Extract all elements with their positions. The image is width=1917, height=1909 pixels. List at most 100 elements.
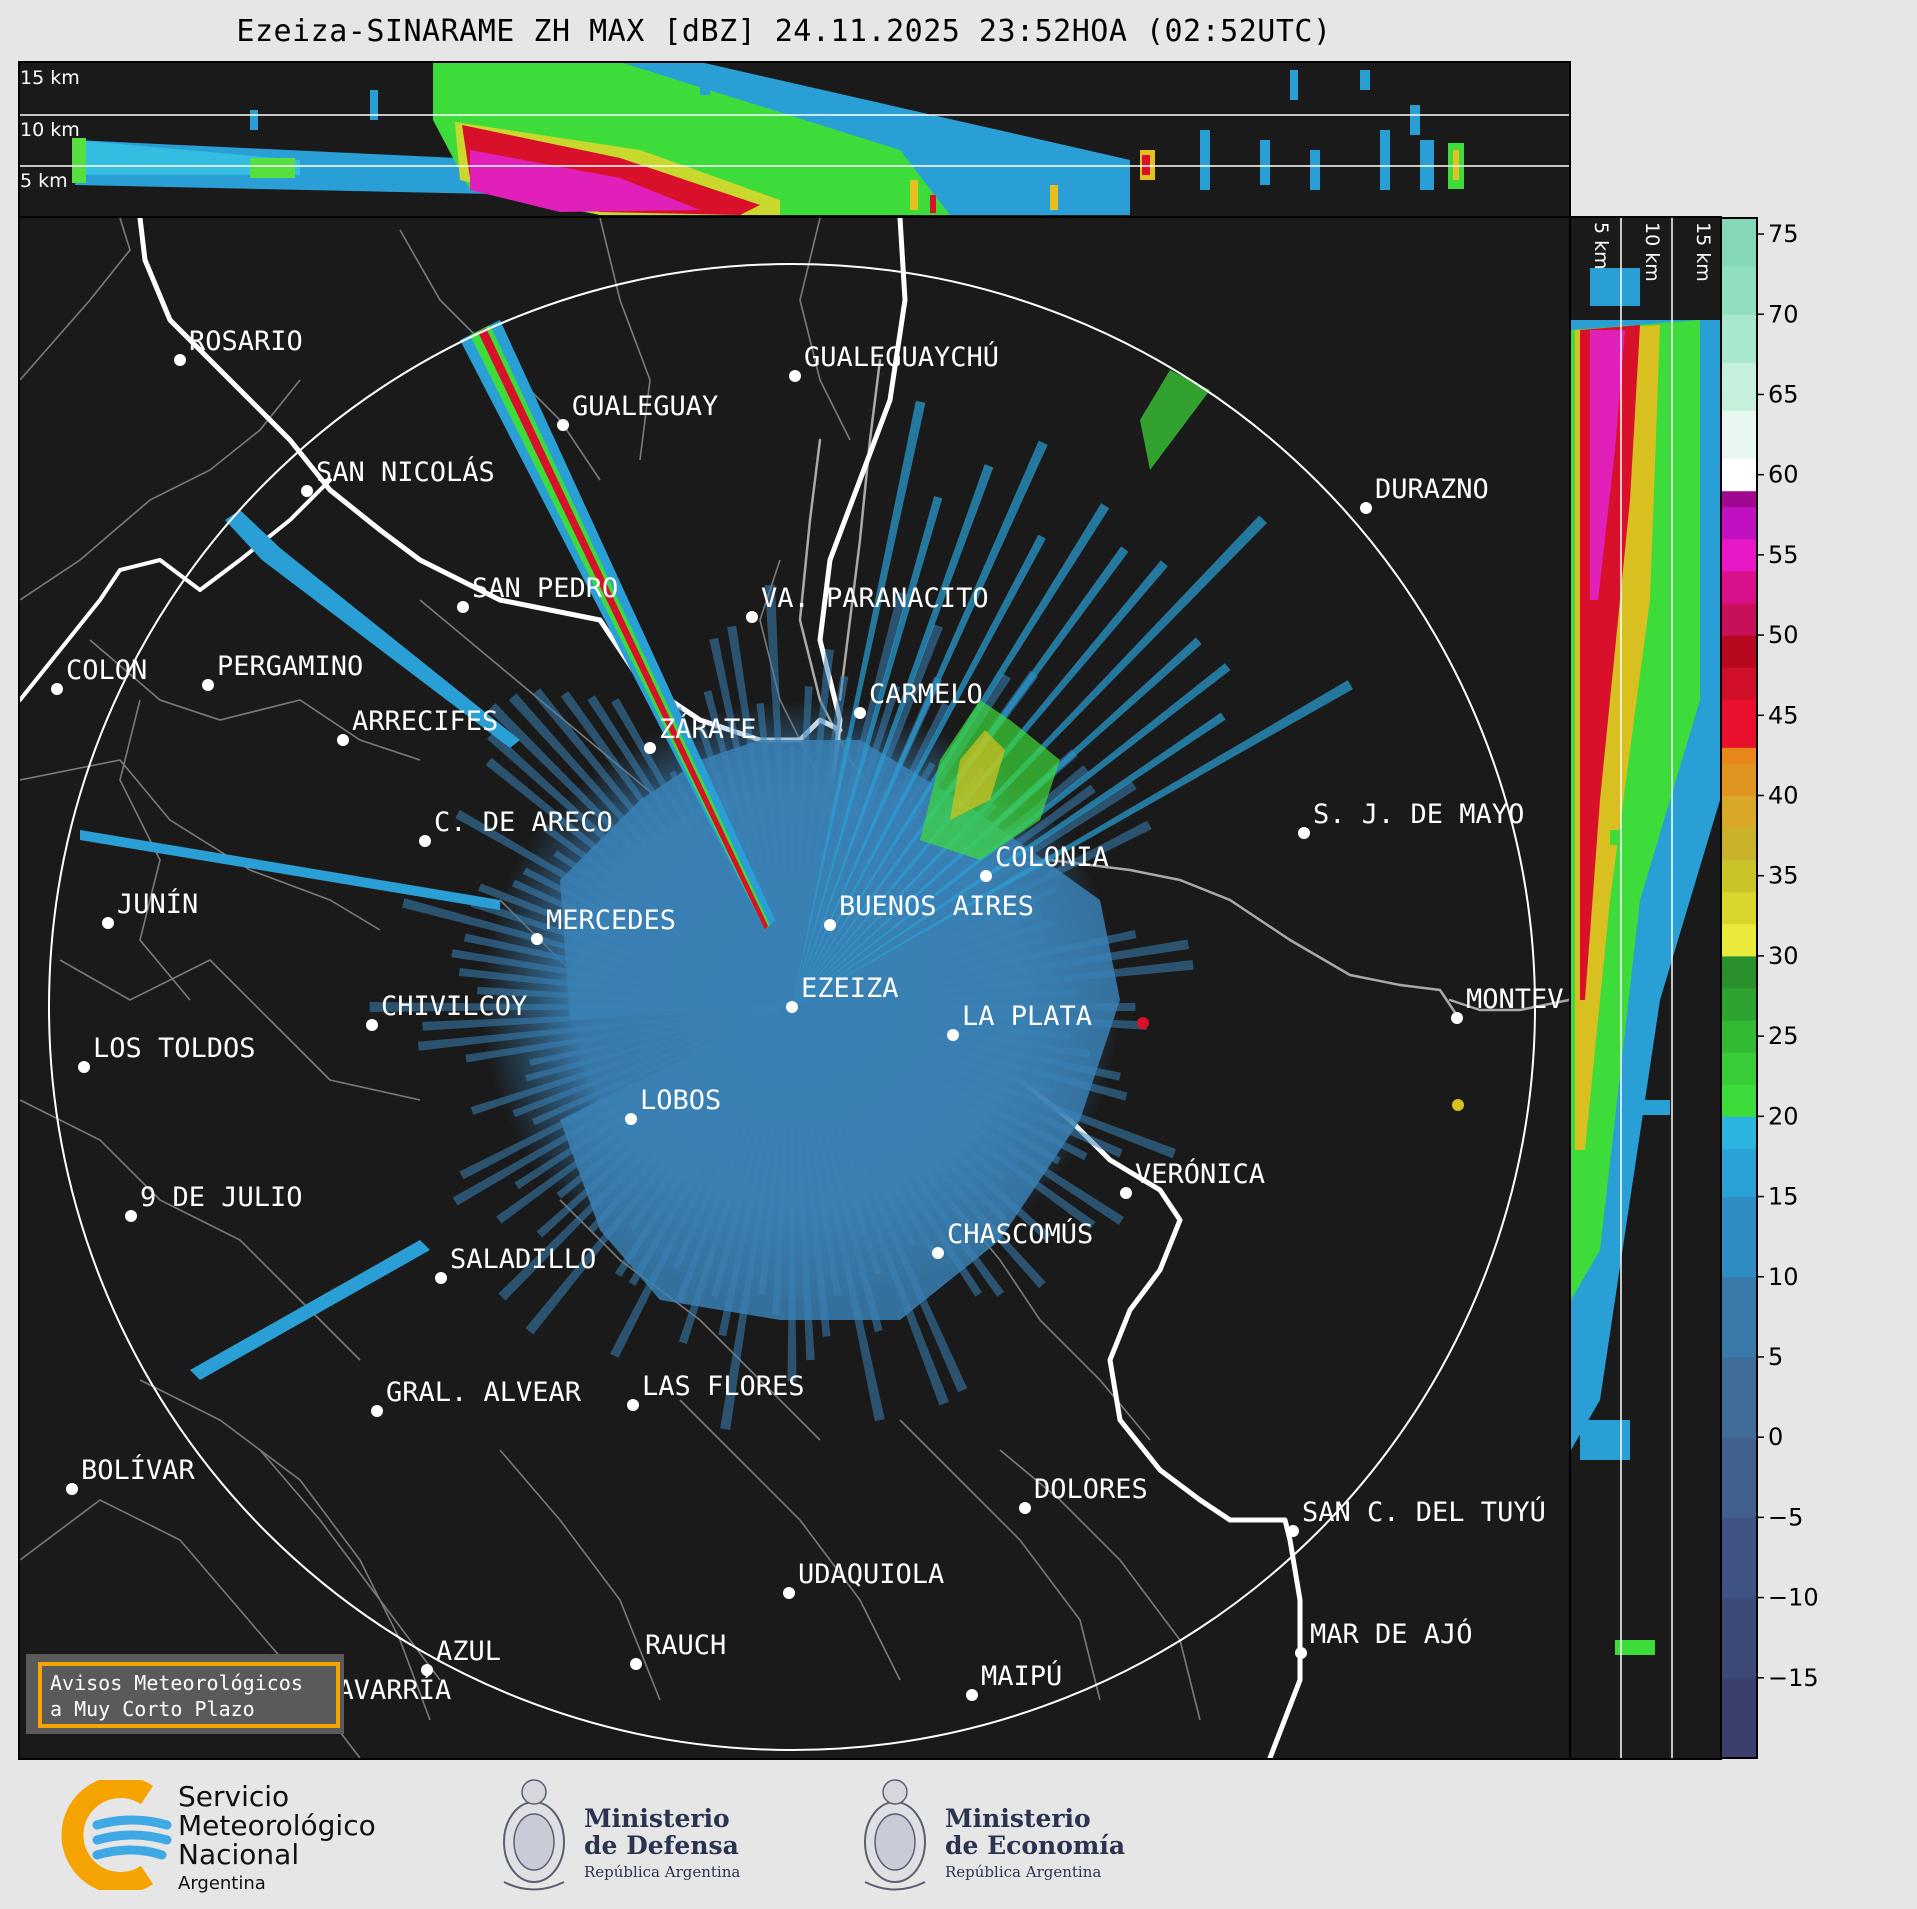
city-label: PERGAMINO [217, 651, 363, 682]
colorbar-segment [1721, 923, 1757, 957]
radar-ray [764, 584, 792, 1007]
colorbar-tick-label: 50 [1768, 621, 1799, 649]
city-label: SAN C. DEL TUYÚ [1302, 1496, 1546, 1528]
city-label: DOLORES [1034, 1474, 1148, 1505]
city-marker: MAIPÚ [966, 1660, 1062, 1701]
dbz-colorbar [1721, 218, 1757, 1759]
radar-ray [628, 1007, 792, 1286]
city-dot [786, 1001, 798, 1013]
city-marker: GUALEGUAY [557, 391, 718, 431]
city-label: MAIPÚ [981, 1660, 1062, 1692]
city-marker: ZÁRATE [644, 713, 757, 754]
radar-ray [792, 1007, 842, 1297]
city-label: MAR DE AJÓ [1310, 1618, 1473, 1650]
radar-ray [455, 809, 792, 1007]
city-dot [366, 1019, 378, 1031]
city-dot [854, 707, 866, 719]
city-marker: CHASCOMÚS [932, 1218, 1093, 1259]
city-dot [746, 611, 758, 623]
radar-ray [792, 886, 1058, 1007]
range-ring [48, 263, 1536, 1751]
city-label: LOBOS [640, 1085, 721, 1116]
city-dot [1295, 1647, 1307, 1659]
city-marker: UDAQUIOLA [783, 1559, 944, 1599]
radar-ray [512, 879, 792, 1007]
radar-ray [477, 986, 792, 1007]
city-label: C. DE ARECO [434, 807, 613, 838]
colorbar-segment [1721, 1356, 1757, 1438]
radar-ray [792, 1007, 1148, 1030]
radar-ray [678, 1007, 792, 1345]
economia-line-1: Ministerio [945, 1804, 1091, 1833]
city-marker: DURAZNO [1360, 474, 1489, 514]
radar-ray [792, 1007, 950, 1406]
economia-coat-of-arms-icon [864, 1779, 926, 1891]
city-label: CHASCOMÚS [947, 1218, 1093, 1250]
city-label: SAN NICOLÁS [316, 456, 495, 488]
city-marker: 9 DE JULIO [125, 1182, 303, 1222]
colorbar-tick-label: 25 [1768, 1022, 1799, 1050]
radar-ray [787, 1007, 797, 1382]
radar-ray [532, 688, 792, 1007]
radar-ray [792, 1007, 885, 1422]
colorbar-segment [1721, 955, 1757, 989]
colorbar-segment [1721, 218, 1757, 267]
city-label: COLONIA [995, 842, 1109, 873]
radar-ray [788, 745, 796, 1007]
radar-ray [792, 624, 943, 1007]
colorbar-segment [1721, 667, 1757, 700]
colorbar-tick-label: 70 [1768, 300, 1799, 328]
colorbar-tick-label: 0 [1768, 1423, 1783, 1451]
colorbar-frame [1720, 217, 1758, 1759]
city-marker: VA. PARANACITO [746, 583, 989, 623]
defensa-coat-of-arms-icon [503, 1779, 565, 1891]
radar-ray [542, 824, 792, 1007]
radar-ray [792, 820, 1152, 1007]
radar-ray [522, 867, 792, 1007]
radar-ray [792, 761, 936, 1007]
radar-ray [553, 850, 792, 1007]
city-dot [824, 919, 836, 931]
radar-ray [792, 960, 1194, 1007]
city-dot [783, 1587, 795, 1599]
city-label: MONTEV [1466, 984, 1564, 1015]
city-marker: JUNÍN [102, 888, 198, 929]
city-marker: LOS TOLDOS [78, 1033, 256, 1073]
radar-ray [792, 802, 997, 1007]
radar-ray [792, 1007, 1071, 1040]
colorbar-segment [1721, 699, 1757, 748]
radar-ray [792, 686, 813, 1007]
city-label: UDAQUIOLA [798, 1559, 944, 1590]
radar-ray [792, 988, 1077, 1007]
colorbar-segment [1721, 635, 1757, 668]
radar-ray [792, 675, 849, 1007]
radar-ray [792, 908, 1042, 1007]
radar-ray [459, 1007, 792, 1180]
colorbar-tick-label: 45 [1768, 701, 1799, 729]
city-dot [1298, 827, 1310, 839]
city-dot [1451, 1012, 1463, 1024]
city-label: LOS TOLDOS [93, 1033, 256, 1064]
smn-line-1: Servicio [178, 1780, 290, 1813]
radar-ray [422, 1007, 792, 1031]
radar-ray [610, 1007, 792, 1358]
colorbar-segment [1721, 859, 1757, 893]
city-label: SALADILLO [450, 1244, 596, 1275]
city-marker: PERGAMINO [202, 651, 363, 691]
city-marker: RAUCH [630, 1630, 726, 1670]
city-dot [371, 1405, 383, 1417]
city-marker: CARMELO [854, 679, 983, 719]
radar-ray [478, 883, 792, 1007]
radar-ray [720, 1007, 792, 1431]
radar-ray [792, 1007, 1007, 1182]
aviso-box[interactable]: Avisos Meteorológicos a Muy Corto Plazo [38, 1662, 340, 1728]
city-label: CHIVILCOY [381, 991, 527, 1022]
colorbar-segment [1721, 827, 1757, 861]
colorbar-segment [1721, 362, 1757, 411]
colorbar-tick-label: 35 [1768, 862, 1799, 890]
city-dot [419, 835, 431, 847]
radar-ray [792, 534, 1046, 1007]
top-height-label-5: 5 km [20, 170, 68, 192]
city-marker: LA PLATA [947, 1001, 1092, 1041]
